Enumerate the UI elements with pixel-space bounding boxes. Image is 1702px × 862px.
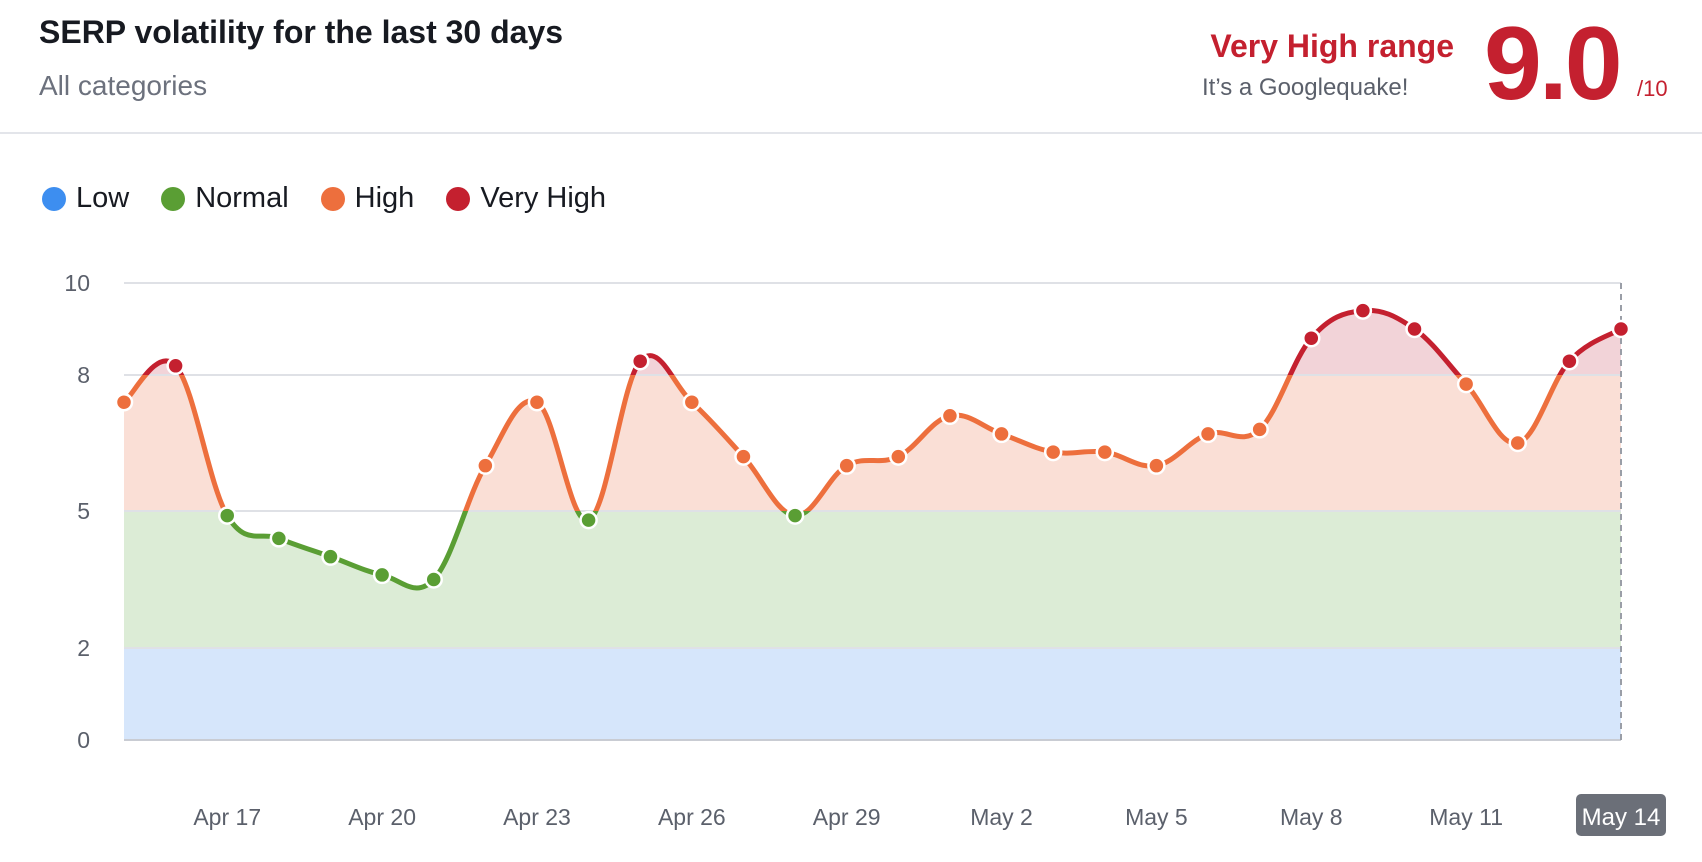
legend-item-low[interactable]: Low <box>42 182 129 215</box>
data-point <box>1560 351 1579 371</box>
score-denominator: /10 <box>1637 76 1668 101</box>
data-point <box>630 351 650 371</box>
legend-label: Low <box>76 182 130 214</box>
data-point <box>476 456 495 475</box>
legend-dot-icon <box>42 186 66 211</box>
data-point <box>1250 420 1269 439</box>
y-tick-label: 10 <box>64 270 90 296</box>
y-tick-label: 2 <box>77 635 90 661</box>
data-point <box>1198 424 1218 444</box>
data-point <box>114 392 134 412</box>
data-point <box>372 565 392 585</box>
data-point <box>682 392 702 412</box>
range-label: Very High range <box>1210 28 1454 64</box>
data-point <box>166 356 185 376</box>
x-tick-label: May 14 <box>1582 804 1661 831</box>
x-tick-label: May 2 <box>970 804 1033 830</box>
data-point <box>1353 301 1373 320</box>
low-band <box>124 648 1621 740</box>
chart-legend: Low Normal High Very High <box>42 182 638 215</box>
data-point <box>734 447 753 466</box>
x-tick-label: May 11 <box>1429 804 1503 830</box>
legend-dot-icon <box>320 186 345 211</box>
x-tick-label: May 5 <box>1125 804 1188 830</box>
data-point <box>1302 328 1321 348</box>
x-tick-label: Apr 20 <box>348 804 416 830</box>
range-note: It’s a Googlequake! <box>1202 74 1409 101</box>
data-point <box>889 447 908 466</box>
x-tick-label: May 8 <box>1280 804 1343 830</box>
legend-item-very-high[interactable]: Very High <box>446 182 606 215</box>
data-point <box>785 506 805 525</box>
data-point <box>424 570 443 589</box>
y-tick-label: 0 <box>77 727 90 753</box>
legend-item-normal[interactable]: Normal <box>161 182 289 215</box>
x-tick-label: Apr 17 <box>193 804 261 830</box>
data-point <box>992 424 1011 444</box>
data-point <box>579 510 598 530</box>
data-point <box>217 506 237 525</box>
data-point <box>940 406 960 426</box>
legend-dot-icon <box>161 186 186 211</box>
data-point <box>837 456 856 475</box>
y-tick-label: 8 <box>77 362 90 388</box>
volatility-score: 9.0 <box>1484 6 1623 122</box>
data-point <box>527 392 547 412</box>
category-filter-label[interactable]: All categories <box>39 70 208 101</box>
data-point <box>1147 456 1166 475</box>
legend-dot-icon <box>446 186 471 211</box>
data-point <box>269 529 289 548</box>
data-point <box>1508 433 1528 453</box>
data-point <box>1043 442 1063 462</box>
data-point <box>1456 374 1476 394</box>
data-point <box>1095 442 1115 462</box>
very-high-band <box>124 310 1621 375</box>
data-point <box>321 547 340 566</box>
data-point <box>1405 319 1424 339</box>
x-tick-label: Apr 29 <box>813 804 881 830</box>
legend-label: Normal <box>195 182 289 214</box>
high-band <box>124 375 1621 511</box>
chart-title: SERP volatility for the last 30 days <box>39 14 564 50</box>
chart-header: SERP volatility for the last 30 days All… <box>0 0 1702 134</box>
y-tick-label: 5 <box>77 498 90 524</box>
normal-band <box>124 511 1621 648</box>
data-point <box>1611 319 1631 339</box>
legend-label: High <box>354 182 415 214</box>
series-line-high-band <box>121 375 1563 511</box>
x-tick-label: Apr 23 <box>503 804 571 830</box>
legend-label: Very High <box>480 182 607 214</box>
legend-item-high[interactable]: High <box>320 182 415 215</box>
x-tick-label: Apr 26 <box>658 804 726 830</box>
selected-date-badge <box>1576 794 1666 836</box>
